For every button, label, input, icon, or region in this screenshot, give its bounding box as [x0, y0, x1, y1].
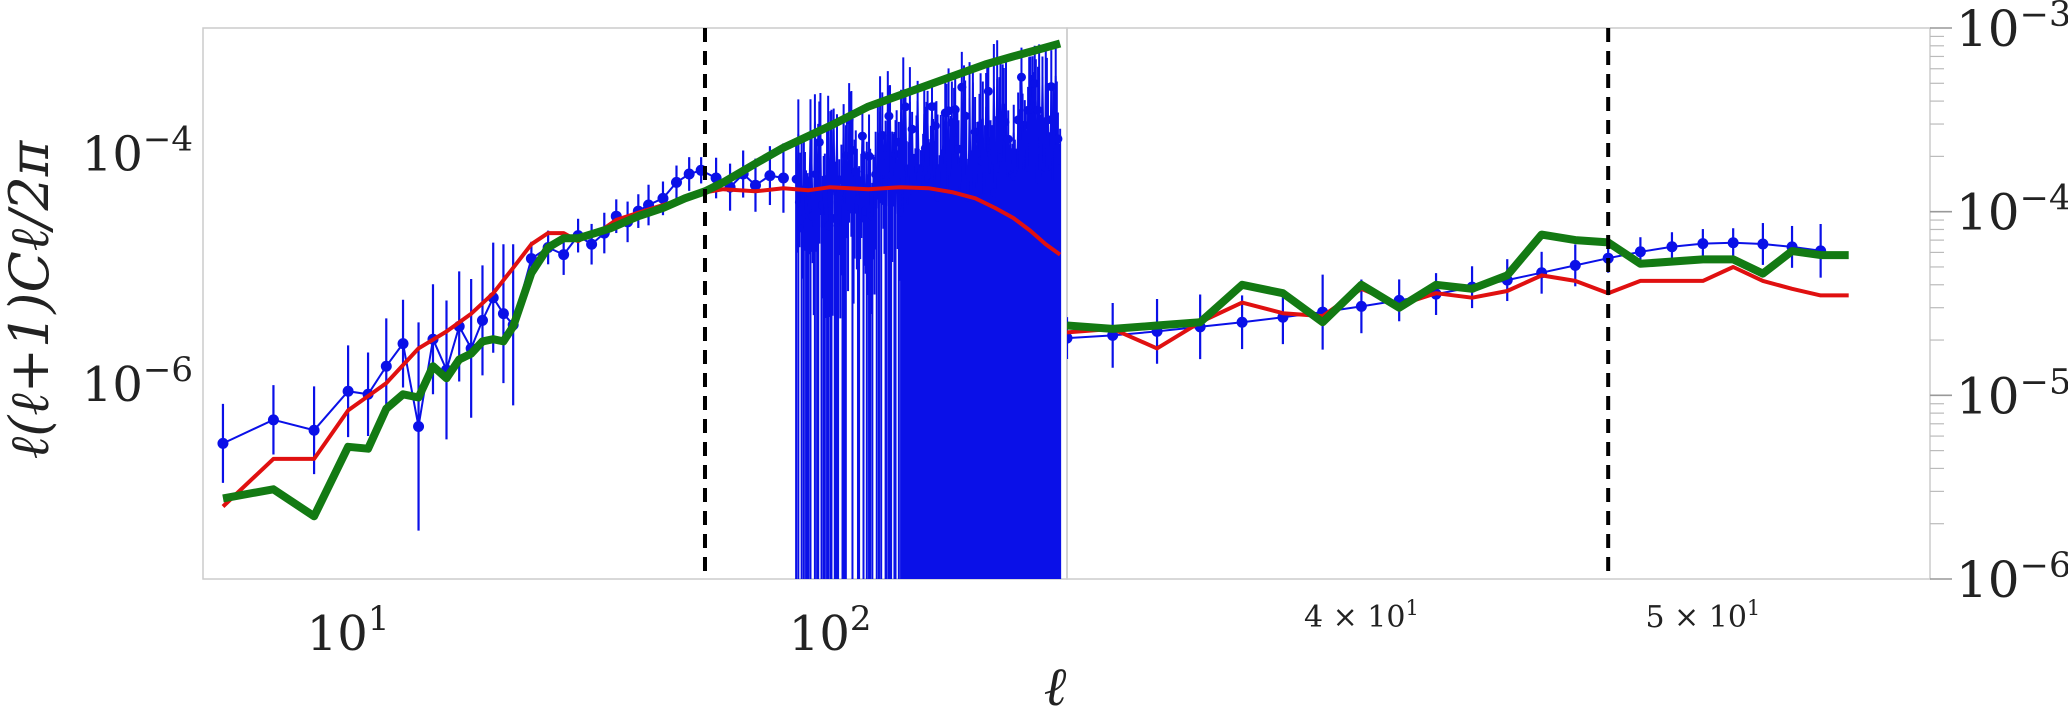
data-point	[413, 421, 425, 433]
y-tick-label: 10−5	[1956, 362, 2068, 425]
data-point	[1634, 246, 1646, 258]
data-point	[476, 314, 488, 326]
data-point	[525, 253, 537, 265]
data-point	[586, 238, 598, 250]
data-point	[670, 176, 682, 188]
x-tick-label: 102	[789, 599, 872, 662]
x-tick-label: 4 × 101	[1304, 596, 1419, 635]
y-tick-label: 10−6	[1956, 546, 2068, 609]
data-point	[558, 249, 570, 261]
model-thin-line	[1067, 265, 1849, 351]
model-thick-line	[222, 39, 1062, 521]
data-point	[380, 360, 392, 372]
data-point	[683, 168, 695, 180]
y-tick-label: 10−6	[82, 350, 193, 413]
data-point	[1757, 238, 1769, 250]
data-point	[657, 192, 669, 204]
data-point	[777, 172, 789, 184]
y-tick-label: 10−4	[1956, 179, 2068, 242]
y-tick-label: 10−3	[1956, 0, 2068, 58]
plot-frame	[1066, 27, 1931, 580]
data-point	[764, 170, 776, 182]
data-point	[497, 308, 509, 320]
data-point	[944, 106, 954, 116]
data-point	[1016, 72, 1026, 82]
data-point	[1236, 316, 1248, 328]
data-point	[308, 424, 320, 436]
data-point	[1355, 300, 1367, 312]
data-point	[749, 179, 761, 191]
data-point	[267, 414, 279, 426]
data-point	[1666, 241, 1678, 253]
plot-area	[1067, 223, 1849, 368]
data-point	[217, 437, 229, 449]
plot-area	[217, 39, 1063, 579]
y-axis-label: ℓ(ℓ+1)Cℓ/2π	[0, 139, 61, 459]
data-point	[1697, 238, 1709, 250]
data-line	[795, 69, 1061, 229]
data-point	[342, 385, 354, 397]
model-thick-line	[1067, 230, 1849, 333]
x-tick-label: 101	[307, 599, 390, 662]
x-tick-label: 5 × 101	[1645, 596, 1760, 635]
data-point	[1569, 259, 1581, 271]
x-axis-label: ℓ	[1044, 655, 1067, 718]
data-point	[1727, 237, 1739, 249]
y-tick-label: 10−4	[82, 119, 193, 182]
data-point	[1067, 332, 1073, 344]
right-panel: 4 × 101 5 × 101 10−3 10−4 10−5 10−6	[1066, 0, 2068, 635]
data-point	[397, 338, 409, 350]
left-panel: 101 102 10−6 10−4	[82, 27, 1068, 662]
